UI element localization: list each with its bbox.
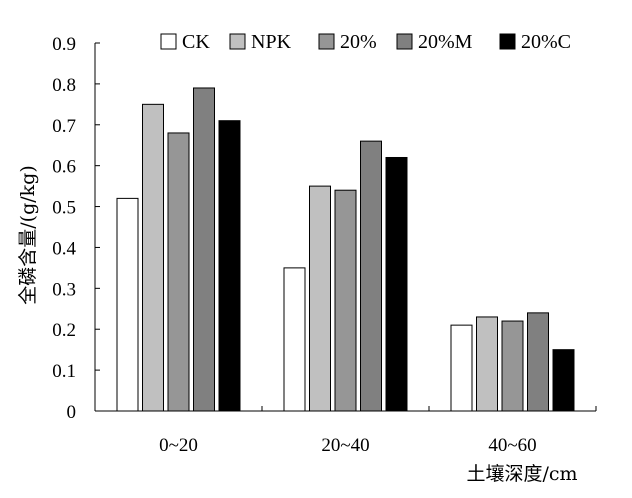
bar-20%M-0~20: [193, 87, 215, 412]
bars: [116, 87, 575, 412]
y-tick-label: 0.5: [52, 198, 76, 219]
x-axis-ticks: 0~20 20~40 40~60: [94, 406, 597, 456]
bar-20%C-0~20: [218, 120, 241, 412]
y-axis-ticks: 0 0.1 0.2 0.3 0.4 0.5 0.6 0.7 0.8 0.9: [52, 34, 100, 423]
x-tick-label: 40~60: [488, 435, 536, 456]
x-axis-title: 土壤深度/cm: [466, 463, 577, 485]
y-tick-label: 0.4: [52, 238, 76, 259]
legend-swatch-20%: [318, 33, 335, 50]
y-axis-title: 全磷含量/(g/kg): [17, 165, 39, 304]
bar-20%-0~20: [167, 132, 190, 412]
legend-swatch-NPK: [229, 33, 246, 50]
legend-swatch-20%C: [499, 33, 516, 50]
x-tick-label: 0~20: [159, 435, 198, 456]
y-tick-label: 0.2: [52, 320, 76, 341]
bar-NPK-0~20: [142, 103, 164, 412]
legend: CK NPK 20% 20%M 20%C: [160, 31, 571, 53]
bar-NPK-20~40: [309, 185, 331, 412]
legend-label-20%: 20%: [340, 31, 377, 53]
bar-20%M-20~40: [360, 140, 382, 412]
legend-label-20%C: 20%C: [521, 31, 571, 53]
legend-swatch-20%M: [396, 33, 413, 50]
y-tick-label: 0.8: [52, 75, 76, 96]
y-tick-label: 0.9: [52, 34, 76, 55]
bar-20%M-40~60: [527, 312, 549, 412]
y-tick-label: 0: [67, 402, 77, 423]
bar-CK-40~60: [450, 324, 473, 412]
bar-20%C-20~40: [385, 156, 408, 412]
y-tick-label: 0.3: [52, 279, 76, 300]
y-tick-label: 0.1: [52, 361, 76, 382]
legend-swatch-CK: [160, 33, 177, 50]
bar-CK-0~20: [116, 197, 139, 412]
y-tick-label: 0.7: [52, 116, 76, 137]
legend-label-20%M: 20%M: [418, 31, 473, 53]
x-tick-label: 20~40: [321, 435, 369, 456]
bar-CK-20~40: [283, 267, 306, 412]
bar-20%C-40~60: [552, 349, 575, 412]
legend-label-NPK: NPK: [251, 31, 292, 53]
bar-20%-40~60: [501, 320, 524, 412]
legend-label-CK: CK: [182, 31, 210, 53]
y-tick-label: 0.6: [52, 157, 76, 178]
axes: [94, 43, 596, 412]
bar-NPK-40~60: [476, 316, 498, 412]
bar-20%-20~40: [334, 189, 357, 412]
